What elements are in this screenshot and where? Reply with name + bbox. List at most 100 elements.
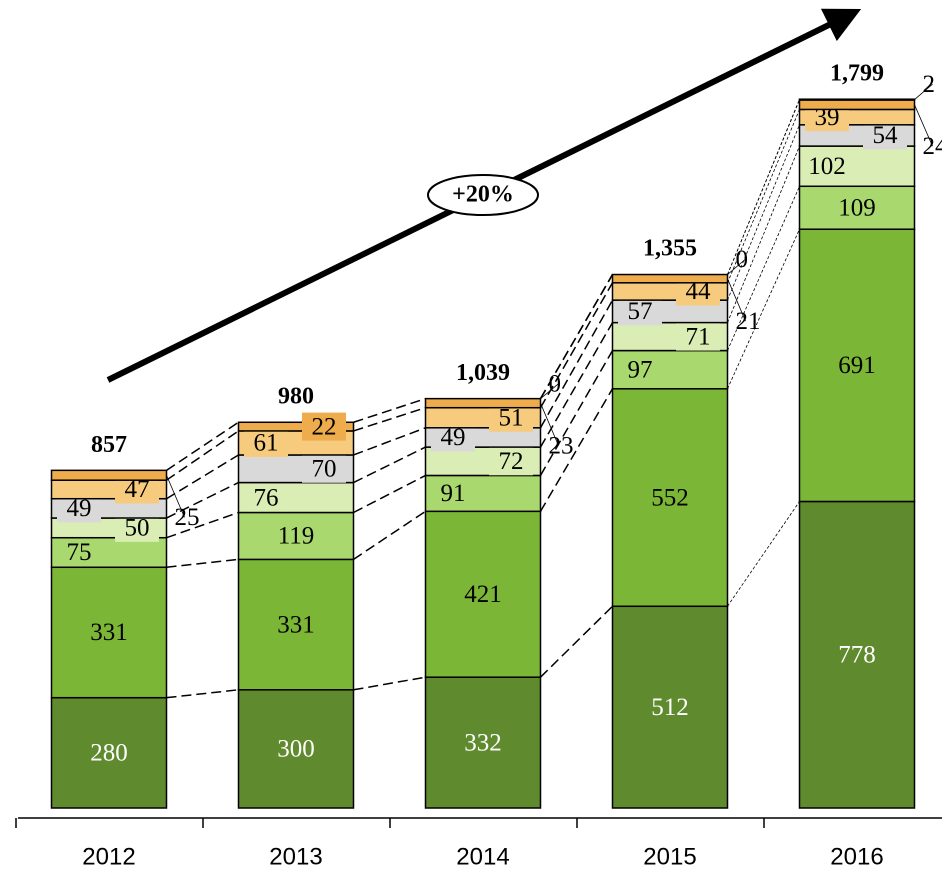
value-label: 119: [278, 523, 315, 550]
label-box: [676, 322, 720, 351]
value-label: 49: [67, 495, 92, 522]
bar-segment: [424, 510, 542, 678]
bar-segment: [424, 676, 542, 809]
connector: [353, 427, 426, 456]
value-label: 71: [686, 323, 711, 350]
connector: [727, 124, 800, 301]
connector: [166, 454, 239, 500]
value-label: 91: [441, 480, 466, 507]
value-label: 778: [838, 641, 876, 668]
label-box: [863, 121, 907, 150]
value-label: 50: [125, 515, 150, 542]
value-label: 280: [90, 740, 128, 767]
value-label: 24: [923, 133, 942, 160]
value-label: 22: [312, 413, 337, 440]
connector: [353, 510, 426, 561]
connector: [353, 676, 426, 691]
value-label: 512: [651, 694, 689, 721]
bar-segment: [237, 558, 355, 691]
bar-segment: [237, 421, 355, 432]
connector: [166, 421, 239, 471]
leader-line: [914, 104, 933, 147]
bar-segment: [424, 397, 542, 409]
total-label: 1,799: [830, 61, 884, 87]
bar-segment: [798, 99, 916, 111]
connector: [727, 229, 800, 389]
label-box: [805, 152, 849, 181]
label-box: [618, 297, 662, 326]
value-label: 21: [736, 308, 761, 335]
annotation: +20%: [452, 182, 514, 208]
x-tick-label: 2014: [456, 843, 509, 870]
value-label: 421: [464, 581, 502, 608]
value-label: 72: [499, 448, 524, 475]
value-label: 97: [628, 356, 653, 383]
bar-segment: [50, 696, 168, 809]
value-label: 57: [628, 298, 653, 325]
value-label: 76: [254, 484, 279, 511]
connector: [727, 109, 800, 283]
connector: [166, 558, 239, 569]
connector: [539, 282, 614, 409]
value-label: 61: [254, 430, 279, 457]
connector: [727, 145, 800, 323]
connector: [539, 274, 614, 400]
label-box: [302, 412, 346, 441]
bars: 2803317550494725857300331119767061229803…: [50, 61, 942, 809]
connector: [539, 605, 614, 678]
label-box: [244, 428, 288, 457]
connector: [353, 406, 426, 432]
value-label: 25: [175, 504, 200, 531]
label-box: [489, 447, 533, 476]
connector: [166, 481, 239, 519]
bar-segment: [798, 228, 916, 503]
x-tick-label: 2015: [643, 843, 696, 870]
leader-line: [914, 83, 933, 100]
value-label: 102: [808, 153, 846, 180]
value-label: 0: [736, 246, 749, 273]
value-label: 49: [441, 424, 466, 451]
total-label: 1,039: [456, 360, 510, 386]
value-label: 552: [651, 484, 689, 511]
connector: [539, 322, 614, 448]
value-label: 23: [549, 432, 574, 459]
leader-line: [727, 258, 746, 275]
value-label: 54: [873, 122, 899, 149]
leader-line: [166, 475, 185, 518]
value-label: 2: [923, 71, 936, 98]
bar-segment: [237, 511, 355, 561]
connector: [166, 689, 239, 699]
leader-line: [540, 403, 559, 446]
x-tick-label: 2012: [82, 843, 135, 870]
label-box: [431, 479, 475, 508]
bar-segment: [237, 689, 355, 809]
value-label: 331: [90, 619, 128, 646]
bar-segment: [50, 469, 168, 481]
total-label: 1,355: [643, 236, 697, 262]
connector: [353, 474, 426, 514]
connector: [539, 388, 614, 512]
label-box: [57, 538, 101, 567]
annotation-bubble: [427, 174, 539, 216]
label-box: [618, 355, 662, 384]
leader-line: [727, 278, 746, 322]
bar-segment: [611, 605, 729, 809]
value-label: 0: [549, 370, 562, 397]
total-label: 980: [278, 383, 314, 409]
value-label: 51: [499, 404, 524, 431]
label-box: [302, 454, 346, 483]
total-label: 857: [91, 432, 127, 458]
value-label: 332: [464, 729, 502, 756]
connector: [353, 397, 426, 423]
connector: [353, 446, 426, 484]
connector: [727, 501, 800, 607]
connector: [166, 430, 239, 481]
bar-segment: [798, 185, 916, 230]
x-tick-label: 2013: [269, 843, 322, 870]
bar-segment: [611, 273, 729, 284]
value-label: 691: [838, 352, 876, 379]
label-box: [244, 483, 288, 512]
connector: [727, 99, 800, 275]
value-label: 70: [312, 456, 337, 483]
